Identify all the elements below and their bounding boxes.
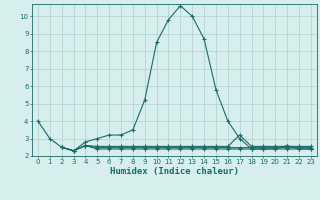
X-axis label: Humidex (Indice chaleur): Humidex (Indice chaleur) [110, 167, 239, 176]
